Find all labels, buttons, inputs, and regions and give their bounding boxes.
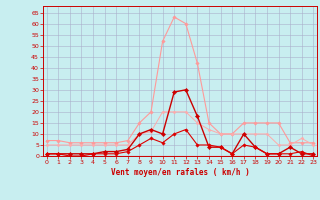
X-axis label: Vent moyen/en rafales ( km/h ): Vent moyen/en rafales ( km/h ) xyxy=(111,168,249,177)
